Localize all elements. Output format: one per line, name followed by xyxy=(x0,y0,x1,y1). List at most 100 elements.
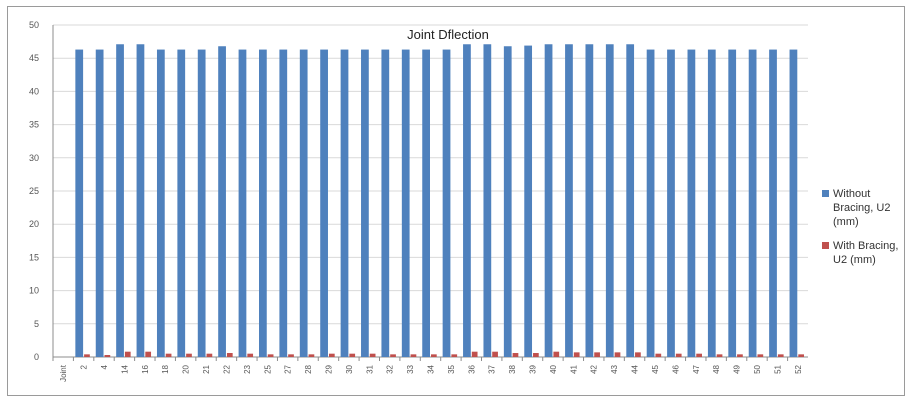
x-tick-label: 39 xyxy=(529,364,538,373)
x-tick-label: 23 xyxy=(243,364,252,373)
bar-without-bracing xyxy=(401,49,410,358)
y-tick-label: 45 xyxy=(29,53,39,63)
x-tick-label: 41 xyxy=(569,364,578,373)
bar-without-bracing xyxy=(361,49,369,358)
bar-without-bracing xyxy=(75,49,84,358)
bar-with-bracing xyxy=(777,354,784,357)
bar-without-bracing xyxy=(116,44,124,357)
bar-with-bracing xyxy=(594,352,600,357)
bar-with-bracing xyxy=(328,353,335,357)
bar-without-bracing xyxy=(463,44,471,357)
bar-without-bracing xyxy=(177,49,186,358)
x-tick-label: 2 xyxy=(80,364,89,369)
bar-with-bracing xyxy=(431,354,437,357)
x-tick-label: 45 xyxy=(651,364,660,373)
bar-without-bracing xyxy=(769,49,777,358)
bar-with-bracing xyxy=(512,353,519,357)
legend-swatch-with-bracing xyxy=(822,242,829,249)
y-tick-label: 15 xyxy=(29,252,39,262)
x-tick-label: 42 xyxy=(590,364,599,373)
bar-without-bracing xyxy=(605,44,614,357)
bar-with-bracing xyxy=(308,354,315,357)
x-tick-label: 4 xyxy=(100,364,109,369)
bar-with-bracing xyxy=(104,355,111,357)
bar-with-bracing xyxy=(226,353,233,357)
bar-with-bracing xyxy=(390,354,396,357)
bar-with-bracing xyxy=(410,354,417,357)
bar-without-bracing xyxy=(279,49,288,358)
y-tick-label: 25 xyxy=(29,186,39,196)
bar-with-bracing xyxy=(267,354,274,357)
bar-with-bracing xyxy=(716,354,723,357)
bar-with-bracing xyxy=(635,352,641,357)
bar-with-bracing xyxy=(165,353,172,357)
y-tick-label: 30 xyxy=(29,153,39,163)
bar-without-bracing xyxy=(238,49,247,358)
x-tick-label: 40 xyxy=(549,364,558,373)
bar-without-bracing xyxy=(728,49,737,358)
bar-with-bracing xyxy=(675,353,682,357)
x-tick-label: 49 xyxy=(733,364,742,373)
bar-without-bracing xyxy=(585,44,594,357)
bar-without-bracing xyxy=(156,49,165,358)
x-tick-label: 35 xyxy=(447,364,456,373)
x-tick-label: 32 xyxy=(386,364,395,373)
x-tick-label: 48 xyxy=(712,364,721,373)
x-tick-label: 38 xyxy=(508,364,517,373)
bar-with-bracing xyxy=(737,354,743,357)
bar-without-bracing xyxy=(442,49,451,358)
bar-with-bracing xyxy=(84,354,90,357)
bar-with-bracing xyxy=(614,352,621,357)
x-tick-label: 30 xyxy=(345,364,354,373)
bar-with-bracing xyxy=(798,354,805,357)
bar-with-bracing xyxy=(247,353,254,357)
bar-without-bracing xyxy=(320,49,328,358)
y-tick-label: 50 xyxy=(29,20,39,30)
x-tick-label: 29 xyxy=(324,364,333,373)
x-tick-label: 14 xyxy=(120,364,129,373)
x-tick-label: Joint xyxy=(59,364,68,382)
bar-with-bracing xyxy=(492,351,498,357)
bar-with-bracing xyxy=(124,351,131,357)
bar-without-bracing xyxy=(136,44,145,357)
x-tick-label: 18 xyxy=(161,364,170,373)
bar-without-bracing xyxy=(789,49,798,358)
x-tick-label: 50 xyxy=(753,364,762,373)
y-tick-label: 5 xyxy=(34,319,39,329)
bar-without-bracing xyxy=(483,44,492,357)
x-tick-label: 44 xyxy=(631,364,640,373)
x-tick-label: 46 xyxy=(671,364,680,373)
bar-without-bracing xyxy=(340,49,349,358)
x-tick-label: 52 xyxy=(794,364,803,373)
x-tick-label: 21 xyxy=(202,364,211,373)
bar-with-bracing xyxy=(655,353,662,357)
bar-without-bracing xyxy=(381,49,390,358)
bar-with-bracing xyxy=(369,353,376,357)
y-tick-label: 0 xyxy=(34,352,39,362)
bar-without-bracing xyxy=(707,49,716,358)
x-tick-label: 25 xyxy=(263,364,272,373)
bar-with-bracing xyxy=(288,354,294,357)
bar-with-bracing xyxy=(206,353,213,357)
bar-without-bracing xyxy=(524,45,533,358)
bar-without-bracing xyxy=(422,49,430,358)
y-tick-label: 10 xyxy=(29,286,39,296)
bar-with-bracing xyxy=(553,351,560,357)
x-tick-label: 31 xyxy=(365,364,374,373)
y-tick-label: 40 xyxy=(29,86,39,96)
bar-without-bracing xyxy=(544,44,553,357)
bar-without-bracing xyxy=(95,49,104,358)
chart-frame: 0 5 10 15 20 25 30 35 40 45 50 Joint 2 4 14 16 18 20 21 22 2… xyxy=(7,6,905,396)
bar-without-bracing xyxy=(299,49,308,358)
x-tick-label: 27 xyxy=(284,364,293,373)
bar-with-bracing xyxy=(145,351,152,357)
x-tick-label: 16 xyxy=(141,364,150,373)
x-tick-label: 22 xyxy=(222,364,231,373)
chart-legend: Without Bracing, U2 (mm) With Bracing, U… xyxy=(822,187,908,277)
x-tick-label: 51 xyxy=(773,364,782,373)
legend-label-with-bracing: With Bracing, U2 (mm) xyxy=(833,240,899,266)
y-tick-label: 20 xyxy=(29,219,39,229)
x-tick-label: 43 xyxy=(610,364,619,373)
bar-with-bracing xyxy=(533,353,539,357)
bar-without-bracing xyxy=(748,49,757,358)
